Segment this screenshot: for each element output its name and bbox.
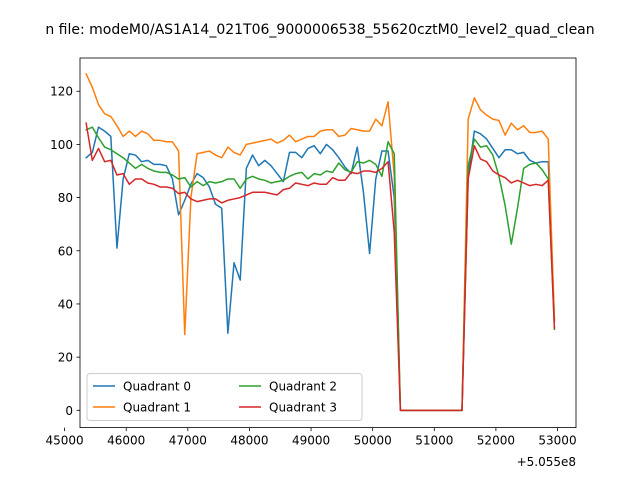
legend: Quadrant 0 Quadrant 1 Quadrant 2 Quadrant 3 (86, 373, 363, 421)
y-tick-label-80: 80 (58, 191, 73, 205)
axes-layer: 45000 46000 47000 48000 49000 50000 51000 52000… (46, 85, 577, 448)
x-offset-label: +5.055e8 (517, 455, 576, 469)
series-line-quadrant-1 (85, 72, 556, 412)
series-layer (85, 72, 556, 412)
y-tick-label-60: 60 (58, 244, 73, 258)
series-line-quadrant-2 (85, 126, 556, 412)
series-line-quadrant-3 (85, 122, 556, 412)
x-tick-label-49000: 49000 (292, 434, 330, 448)
legend-box (86, 373, 363, 421)
x-tick-label-52000: 52000 (477, 434, 515, 448)
x-tick-label-48000: 48000 (230, 434, 268, 448)
y-tick-label-120: 120 (50, 85, 73, 99)
chart-title: n file: modeM0/AS1A14_021T06_9000006538_… (45, 22, 594, 38)
y-tick-label-20: 20 (58, 351, 73, 365)
legend-label-quadrant-3: Quadrant 3 (269, 401, 337, 415)
series-line-quadrant-0 (85, 126, 556, 412)
plot-frame (79, 57, 577, 429)
x-tick-label-51000: 51000 (415, 434, 453, 448)
x-tick-label-47000: 47000 (169, 434, 207, 448)
legend-label-quadrant-2: Quadrant 2 (269, 380, 337, 394)
y-tick-label-40: 40 (58, 297, 73, 311)
x-tick-label-53000: 53000 (538, 434, 576, 448)
x-tick-label-45000: 45000 (46, 434, 84, 448)
legend-label-quadrant-1: Quadrant 1 (123, 401, 191, 415)
plot-area (80, 58, 576, 428)
y-tick-label-0: 0 (65, 404, 73, 418)
x-tick-label-50000: 50000 (354, 434, 392, 448)
legend-label-quadrant-0: Quadrant 0 (123, 380, 191, 394)
x-tick-label-46000: 46000 (107, 434, 145, 448)
y-tick-label-100: 100 (50, 138, 73, 152)
